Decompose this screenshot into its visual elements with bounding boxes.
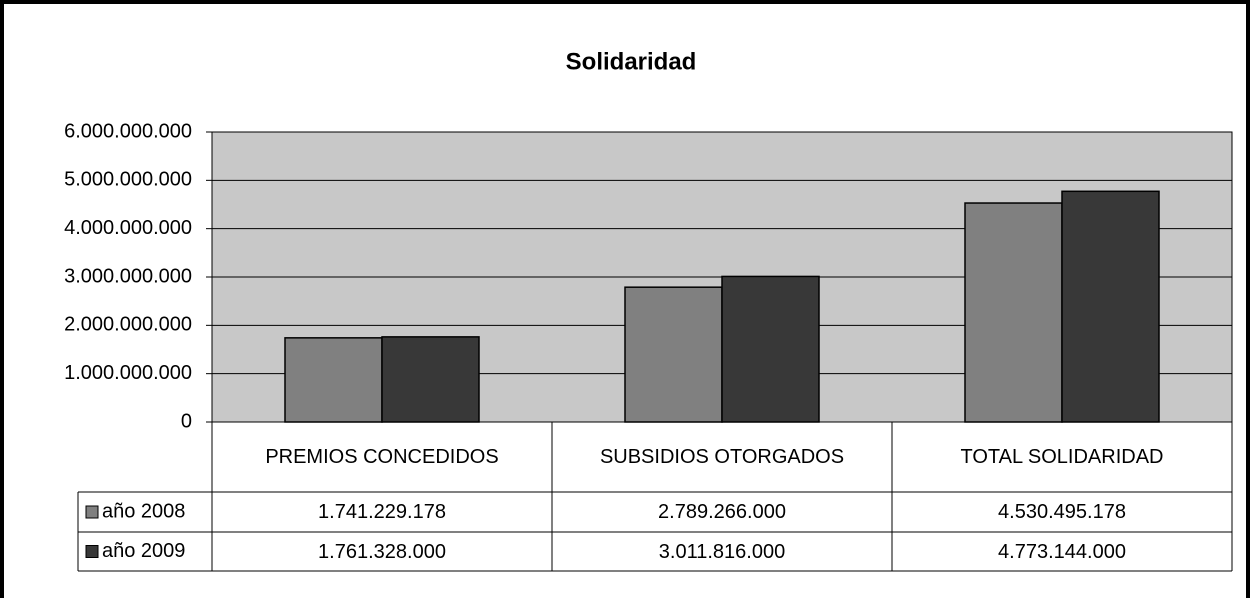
bar — [284, 337, 383, 423]
y-tick-label: 2.000.000.000 — [64, 314, 192, 336]
bar — [964, 202, 1063, 423]
legend-label: año 2008 — [102, 500, 185, 522]
y-tick-label: 5.000.000.000 — [64, 169, 192, 191]
table-value: 1.741.229.178 — [318, 501, 446, 523]
bar — [624, 286, 723, 423]
table-value: 2.789.266.000 — [658, 501, 786, 523]
bar — [721, 275, 820, 423]
table-value: 4.530.495.178 — [998, 501, 1126, 523]
table-value: 3.011.816.000 — [658, 540, 786, 563]
bar — [381, 336, 480, 423]
table-value: 4.773.144.000 — [998, 540, 1126, 563]
y-tick-label: 4.000.000.000 — [64, 217, 192, 239]
y-tick-label: 6.000.000.000 — [64, 120, 192, 142]
legend-label: año 2009 — [102, 540, 185, 562]
legend-key — [85, 545, 99, 558]
category-label: SUBSIDIOS OTORGADOS — [599, 446, 845, 468]
table-value: 1.761.328.000 — [318, 540, 446, 563]
category-label: PREMIOS CONCEDIDOS — [265, 446, 499, 468]
chart-title: Solidaridad — [566, 48, 697, 75]
category-label: TOTAL SOLIDARIDAD — [960, 446, 1164, 468]
legend-key — [85, 505, 99, 519]
y-tick-label: 3.000.000.000 — [64, 265, 192, 287]
bar — [1061, 190, 1160, 423]
y-tick-label: 1.000.000.000 — [64, 362, 192, 384]
y-tick-label: 0 — [181, 410, 192, 432]
